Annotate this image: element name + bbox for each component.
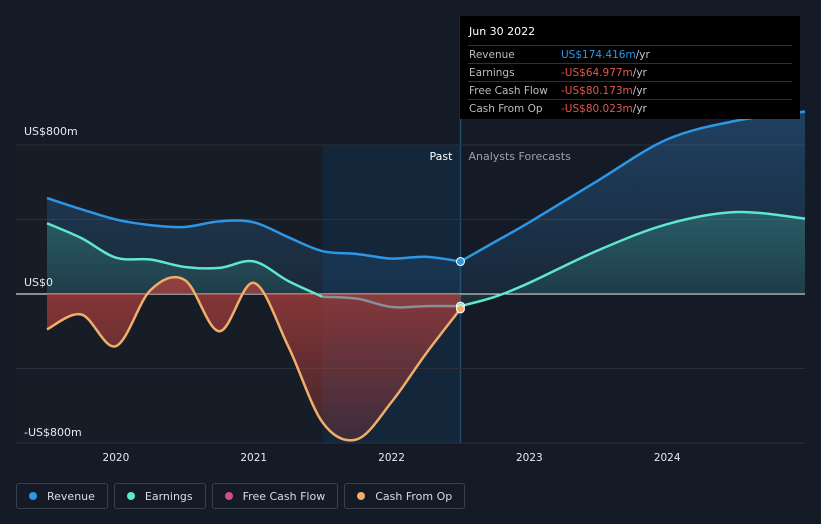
earnings-area [47,211,805,308]
tooltip-row-earnings: Earnings -US$64.977m /yr [468,63,792,81]
past-label: Past [430,150,454,163]
tooltip-label: Revenue [469,48,515,61]
tooltip-value: -US$80.173m [561,84,633,97]
cash-from-op-dot-icon [357,492,366,500]
earnings-line [46,222,324,298]
tooltip-value: -US$64.977m [561,66,633,79]
x-tick-label: 2021 [240,452,267,464]
legend-label: Revenue [47,489,95,503]
y-tick-label: US$0 [24,276,53,289]
cash-from-op-marker [455,304,465,314]
tooltip-row-free-cash-flow: Free Cash Flow -US$80.173m /yr [468,81,792,99]
legend-item-free-cash-flow[interactable]: Free Cash Flow [211,483,339,509]
tooltip-label: Free Cash Flow [469,84,548,97]
tooltip: Jun 30 2022 Revenue US$174.416m /yr Earn… [460,16,800,119]
revenue-dot-icon [29,492,37,500]
y-tick-label: -US$800m [24,426,82,439]
y-tick-label: US$800m [24,125,78,138]
tooltip-label: Earnings [469,66,515,79]
legend-item-earnings[interactable]: Earnings [113,483,206,509]
legend-label: Free Cash Flow [242,489,326,503]
revenue-marker [455,257,465,267]
tooltip-label: Cash From Op [469,102,543,115]
tooltip-row-cash-from-op: Cash From Op -US$80.023m /yr [468,99,792,117]
forecast-label: Analysts Forecasts [468,150,571,163]
legend-label: Earnings [144,489,193,503]
legend-label: Cash From Op [375,489,453,503]
revenue-forecast-line [459,110,806,263]
tooltip-unit: /yr [632,66,647,79]
legend: Revenue Earnings Free Cash Flow Cash Fro… [16,483,466,509]
tooltip-value: -US$80.023m [561,102,633,115]
x-tick-label: 2023 [516,452,543,464]
earnings-forecast-line [460,210,806,308]
x-tick-label: 2024 [654,452,681,464]
tooltip-unit: /yr [635,48,650,61]
cash-from-op-line [46,275,462,442]
x-tick-label: 2022 [378,452,405,464]
legend-item-revenue[interactable]: Revenue [16,483,108,509]
earnings-line-negative [322,295,461,309]
revenue-line [46,196,461,263]
tooltip-unit: /yr [632,102,647,115]
x-tick-label: 2020 [103,452,130,464]
cash-from-op-area [47,277,461,441]
tooltip-value: US$174.416m [561,48,636,61]
free-cash-flow-dot-icon [224,492,233,500]
tooltip-date: Jun 30 2022 [469,25,536,38]
tooltip-unit: /yr [632,84,647,97]
tooltip-row-revenue: Revenue US$174.416m /yr [468,45,792,63]
earnings-dot-icon [126,492,135,500]
legend-item-cash-from-op[interactable]: Cash From Op [344,483,466,509]
